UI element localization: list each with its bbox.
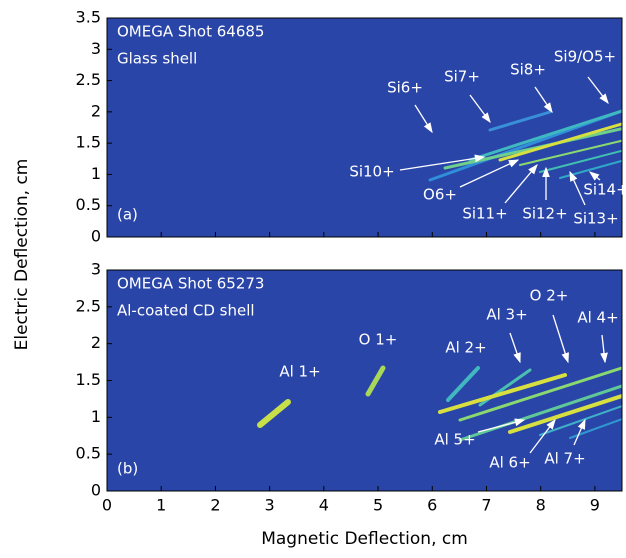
y-tick-label: 1	[91, 164, 101, 183]
annotation: Al 7+	[544, 450, 585, 468]
annotation: O 2+	[530, 287, 569, 305]
annotation-arrow	[573, 418, 586, 446]
y-axis-label: Electric Deflection, cm	[12, 159, 32, 351]
y-tick-label: 1.5	[76, 370, 101, 389]
annotation-arrow	[588, 171, 601, 181]
x-tick-label: 6	[427, 496, 437, 515]
y-tick-label: 1	[91, 407, 101, 426]
annotation: Si6+	[387, 79, 423, 97]
y-tick-label: 2.5	[76, 70, 101, 89]
annotation-arrow	[469, 94, 491, 124]
x-tick-label: 5	[373, 496, 383, 515]
y-tick-label: 2.5	[76, 296, 101, 315]
y-tick-label: 3	[91, 260, 101, 279]
x-tick-label: 3	[265, 496, 275, 515]
y-tick-label: 0.5	[76, 444, 101, 463]
traces-a	[428, 109, 622, 182]
y-tick-label: 0.5	[76, 195, 101, 214]
x-tick-label: 8	[536, 496, 546, 515]
panel-a-image	[107, 18, 622, 237]
annotation: Si11+	[462, 205, 507, 223]
y-tick-label: 2	[91, 333, 101, 352]
x-tick-label: 9	[590, 496, 600, 515]
annotation: Si9/O5+	[554, 48, 616, 66]
annotation: Si8+	[510, 61, 546, 79]
panel-title: OMEGA Shot 65273	[117, 275, 264, 293]
x-tick-label: 1	[156, 496, 166, 515]
x-tick-label: 0	[102, 496, 112, 515]
annotation: Al 3+	[486, 306, 527, 324]
annotation: Al 6+	[489, 454, 530, 472]
annotation: Si13+	[573, 210, 618, 228]
panel-b-image	[107, 270, 622, 491]
annotation: Si12+	[522, 205, 567, 223]
x-tick-label: 7	[481, 496, 491, 515]
panel-subtitle: Al-coated CD shell	[117, 302, 255, 320]
annotation-arrow	[414, 104, 433, 134]
x-tick-label: 2	[210, 496, 220, 515]
x-axis-label: Magnetic Deflection, cm	[261, 529, 468, 549]
annotation-arrow	[600, 334, 608, 364]
annotation: Al 2+	[445, 339, 486, 357]
annotation: Si7+	[444, 68, 480, 86]
annotation: Al 5+	[434, 431, 475, 449]
y-tick-label: 3	[91, 39, 101, 58]
annotation: Si10+	[349, 163, 394, 181]
annotation-arrow	[477, 418, 526, 433]
panel-label: (b)	[117, 460, 138, 478]
annotation-arrow	[534, 86, 553, 114]
annotation: O 1+	[359, 331, 398, 349]
panel-title: OMEGA Shot 64685	[117, 23, 264, 41]
annotation-arrow	[459, 159, 520, 188]
annotation: Al 1+	[279, 363, 320, 381]
panel-label: (a)	[117, 206, 138, 224]
annotation-arrow	[504, 164, 538, 204]
annotation-arrow	[552, 314, 569, 364]
panel-subtitle: Glass shell	[117, 50, 197, 68]
annotation-arrow	[399, 154, 486, 171]
y-tick-label: 2	[91, 101, 101, 120]
annotation: Si14+	[583, 181, 626, 199]
y-tick-label: 3.5	[76, 8, 101, 27]
annotation: Al 4+	[577, 309, 618, 327]
annotation-arrow	[587, 76, 609, 105]
annotation-arrow	[509, 332, 521, 364]
annotation-arrow	[569, 170, 586, 206]
y-tick-label: 0	[91, 227, 101, 246]
axes-frame	[106, 17, 623, 238]
annotation-arrow	[529, 418, 556, 454]
x-tick-label: 4	[319, 496, 329, 515]
y-tick-label: 0	[91, 481, 101, 500]
traces-b	[257, 365, 622, 442]
annotation: O6+	[423, 186, 457, 204]
y-tick-label: 1.5	[76, 133, 101, 152]
